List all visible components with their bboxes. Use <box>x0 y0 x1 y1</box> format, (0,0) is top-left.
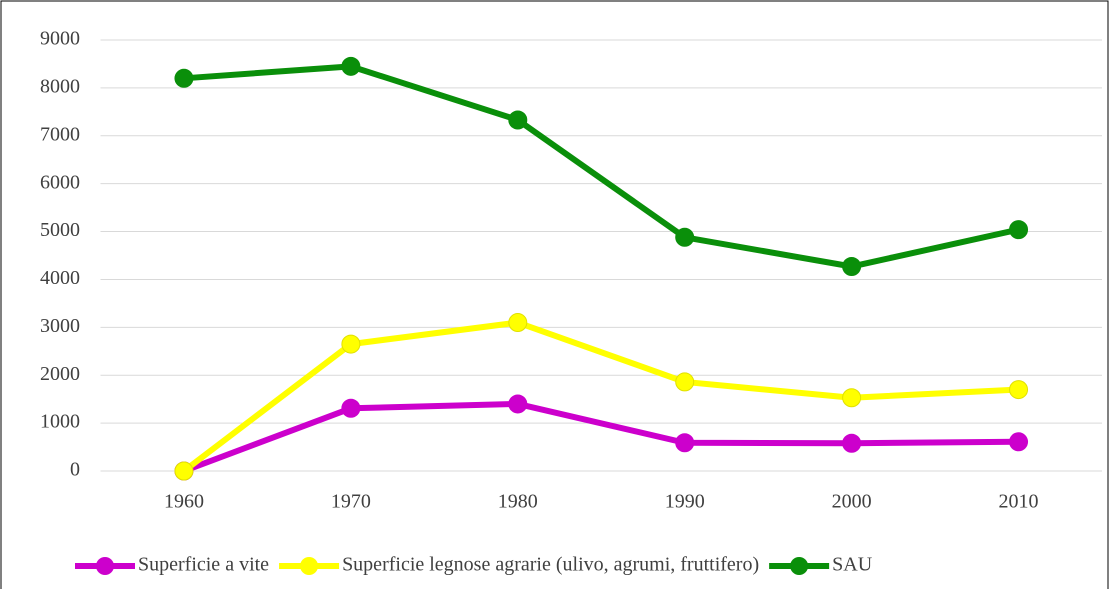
legend-label: SAU <box>832 554 873 576</box>
y-tick-label: 8000 <box>40 75 80 97</box>
series-line <box>183 63 1020 270</box>
y-tick-label: 5000 <box>40 219 80 241</box>
series-marker <box>174 461 194 481</box>
legend-marker <box>96 557 114 575</box>
series-marker <box>675 433 695 453</box>
x-tick-label: 1970 <box>331 491 371 513</box>
x-tick-label: 1990 <box>665 491 705 513</box>
y-tick-label: 2000 <box>40 363 80 385</box>
series-marker <box>508 394 528 414</box>
legend-label: Superficie a vite <box>138 554 269 576</box>
series-line <box>182 319 1019 474</box>
y-tick-label: 4000 <box>40 267 80 289</box>
series-marker <box>1009 220 1029 240</box>
series-marker <box>1009 432 1029 452</box>
legend-marker <box>790 557 809 575</box>
series-marker <box>341 334 361 354</box>
series-marker <box>842 257 862 277</box>
series-marker <box>842 388 862 408</box>
x-tick-label: 2010 <box>999 491 1039 513</box>
y-tick-label: 0 <box>70 459 80 481</box>
x-tick-label: 1960 <box>164 491 204 513</box>
series-marker <box>174 68 194 88</box>
series-marker <box>842 433 862 453</box>
series-marker <box>341 56 361 76</box>
series-marker <box>1009 380 1029 400</box>
legend-marker <box>300 557 319 575</box>
series-marker <box>508 110 528 130</box>
series-marker <box>675 372 695 392</box>
legend-label: Superficie legnose agrarie (ulivo, agrum… <box>342 554 759 576</box>
y-tick-label: 6000 <box>40 171 80 193</box>
y-tick-label: 3000 <box>40 315 80 337</box>
y-tick-label: 1000 <box>40 411 80 433</box>
x-tick-label: 1980 <box>498 491 538 513</box>
series-line <box>182 400 1019 474</box>
series-marker <box>341 398 361 418</box>
x-tick-label: 2000 <box>832 491 872 513</box>
y-tick-label: 9000 <box>40 28 80 50</box>
series-marker <box>675 227 695 247</box>
series-marker <box>508 313 528 333</box>
y-tick-label: 7000 <box>40 123 80 145</box>
